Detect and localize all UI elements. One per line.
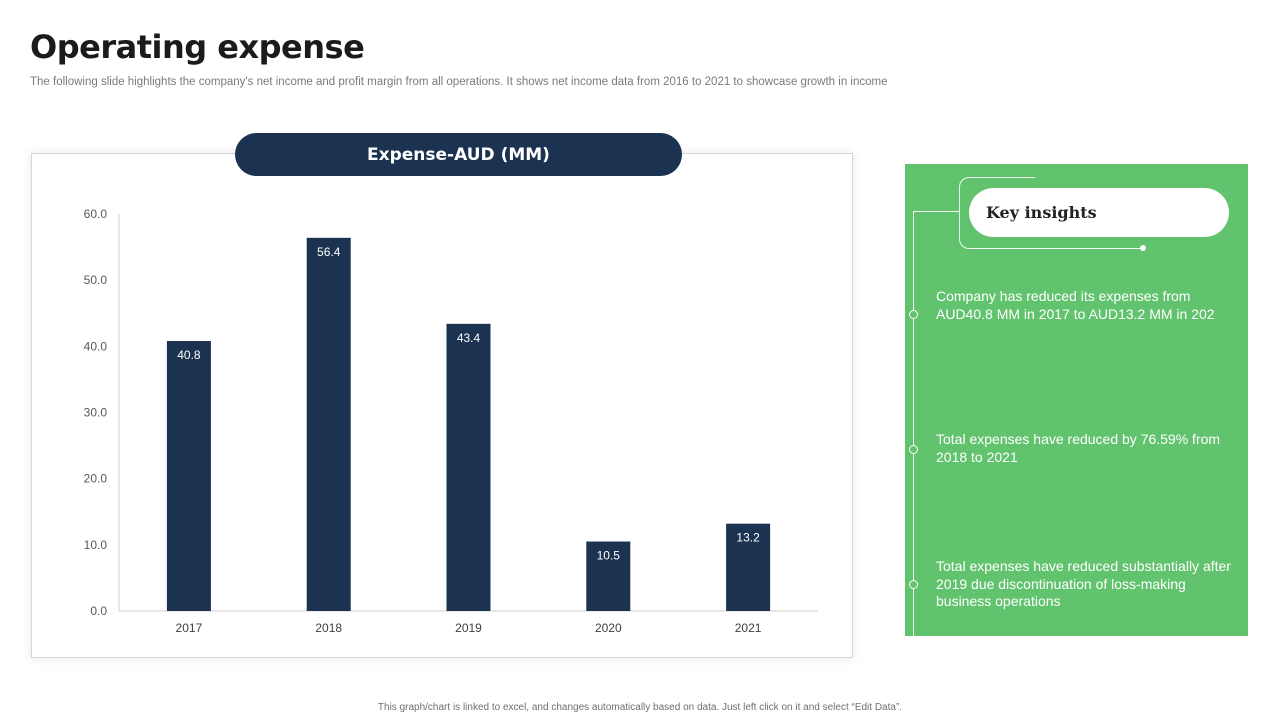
x-tick-label: 2019 <box>455 621 482 635</box>
page-subtitle: The following slide highlights the compa… <box>30 76 888 88</box>
y-tick-label: 10.0 <box>84 538 108 552</box>
insight-marker-3 <box>909 580 918 589</box>
bar-2018 <box>306 237 351 611</box>
page-title: Operating expense <box>30 28 365 66</box>
bar-value-label: 13.2 <box>736 531 760 545</box>
chart-title: Expense-AUD (MM) <box>235 133 682 176</box>
insight-item-3: Total expenses have reduced substantiall… <box>936 558 1231 609</box>
key-insights-heading: Key insights <box>969 188 1229 237</box>
bar-2021 <box>726 523 771 611</box>
x-tick-label: 2021 <box>735 621 762 635</box>
insight-item-2: Total expenses have reduced by 76.59% fr… <box>936 431 1221 465</box>
bracket-end-dot <box>1140 245 1146 251</box>
key-insights-panel: Key insights Company has reduced its exp… <box>905 164 1248 641</box>
bar-chart[interactable]: 0.0 10.0 20.0 30.0 40.0 50.0 60.0 40.8 2017 56.4 2… <box>31 153 853 658</box>
x-tick-label: 2017 <box>176 621 203 635</box>
insight-item-1: Company has reduced its expenses from AU… <box>936 288 1215 322</box>
bar-value-label: 10.5 <box>597 549 621 563</box>
insight-marker-2 <box>909 445 918 454</box>
bar-value-label: 40.8 <box>177 348 201 362</box>
x-tick-label: 2020 <box>595 621 622 635</box>
y-tick-label: 20.0 <box>84 472 108 486</box>
timeline-line <box>913 211 914 641</box>
bar-2017 <box>166 341 211 611</box>
bar-value-label: 56.4 <box>317 245 341 259</box>
x-tick-label: 2018 <box>315 621 342 635</box>
y-tick-label: 40.0 <box>84 339 108 353</box>
bar-2019 <box>446 323 491 611</box>
y-tick-label: 30.0 <box>84 406 108 420</box>
footer-note: This graph/chart is linked to excel, and… <box>377 702 903 713</box>
timeline-connector <box>913 211 959 212</box>
insight-marker-1 <box>909 310 918 319</box>
y-tick-label: 0.0 <box>90 604 107 618</box>
bar-2020 <box>586 541 631 611</box>
bar-value-label: 43.4 <box>457 331 481 345</box>
y-tick-label: 60.0 <box>84 207 108 221</box>
y-tick-label: 50.0 <box>84 273 108 287</box>
